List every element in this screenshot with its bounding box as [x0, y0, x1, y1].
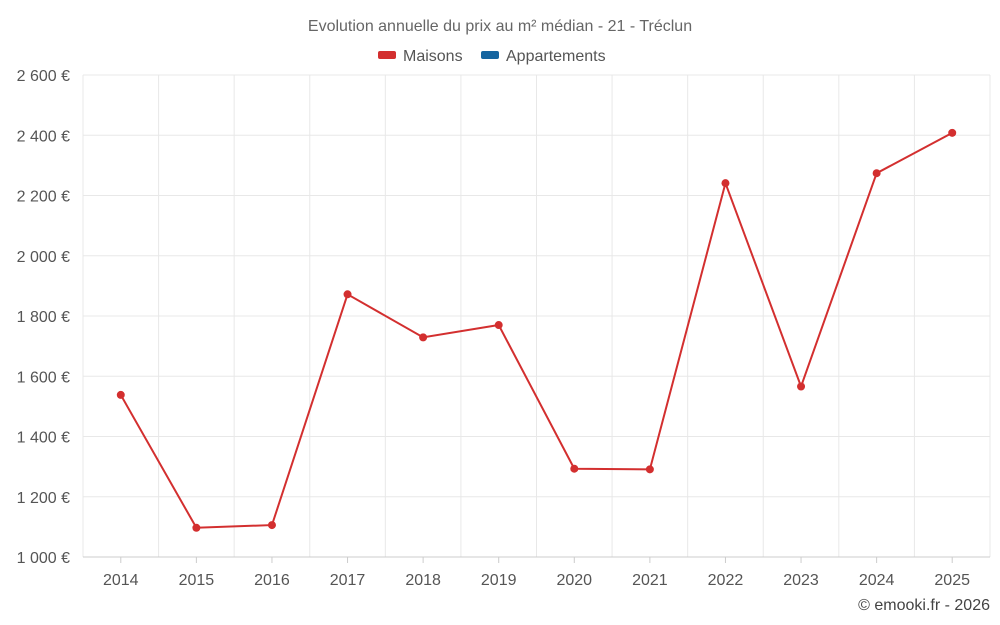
x-tick-label: 2019	[481, 572, 517, 589]
legend-label-maisons: Maisons	[403, 48, 463, 65]
chart-title: Evolution annuelle du prix au m² médian …	[308, 18, 692, 35]
y-axis: 1 000 € 1 200 € 1 400 € 1 600 € 1 800 € 2 000…	[17, 68, 70, 567]
y-tick-label: 2 200 €	[17, 189, 70, 206]
x-tick-label: 2025	[934, 572, 970, 589]
data-point[interactable]	[267, 521, 276, 530]
x-tick-label: 2015	[179, 572, 215, 589]
data-point[interactable]	[872, 169, 881, 178]
y-tick-label: 2 600 €	[17, 68, 70, 85]
data-point[interactable]	[343, 290, 352, 299]
data-point[interactable]	[116, 390, 125, 399]
x-tick-label: 2024	[859, 572, 895, 589]
data-point[interactable]	[494, 321, 503, 330]
y-tick-label: 1 200 €	[17, 490, 70, 507]
y-tick-label: 1 000 €	[17, 550, 70, 567]
data-point[interactable]	[948, 128, 957, 137]
y-tick-label: 1 400 €	[17, 430, 70, 447]
data-point[interactable]	[797, 382, 806, 391]
legend-swatch-appartements	[481, 51, 499, 59]
data-point[interactable]	[419, 333, 428, 342]
x-tick-label: 2023	[783, 572, 819, 589]
series-maisons	[116, 128, 957, 532]
y-tick-label: 1 600 €	[17, 369, 70, 386]
x-tick-label: 2014	[103, 572, 139, 589]
x-tick-label: 2018	[405, 572, 441, 589]
x-tick-label: 2020	[556, 572, 592, 589]
legend: Maisons Appartements	[378, 48, 606, 65]
x-tick-label: 2016	[254, 572, 290, 589]
grid	[82, 74, 991, 558]
legend-item-appartements[interactable]: Appartements	[481, 48, 606, 65]
data-point[interactable]	[192, 523, 201, 532]
x-tick-label: 2017	[330, 572, 366, 589]
data-point[interactable]	[645, 465, 654, 474]
x-tick-label: 2022	[708, 572, 744, 589]
x-axis: 2014 2015 2016 2017 2018 2019 2020 2021 2022 2023…	[103, 557, 970, 589]
legend-swatch-maisons	[378, 51, 396, 59]
legend-label-appartements: Appartements	[506, 48, 606, 65]
y-tick-label: 2 400 €	[17, 128, 70, 145]
x-tick-label: 2021	[632, 572, 668, 589]
legend-item-maisons[interactable]: Maisons	[378, 48, 463, 65]
series-line	[119, 131, 953, 529]
credit-text: © emooki.fr - 2026	[858, 597, 990, 614]
y-tick-label: 1 800 €	[17, 309, 70, 326]
y-tick-label: 2 000 €	[17, 249, 70, 266]
data-point[interactable]	[721, 179, 730, 188]
data-point[interactable]	[570, 464, 579, 473]
